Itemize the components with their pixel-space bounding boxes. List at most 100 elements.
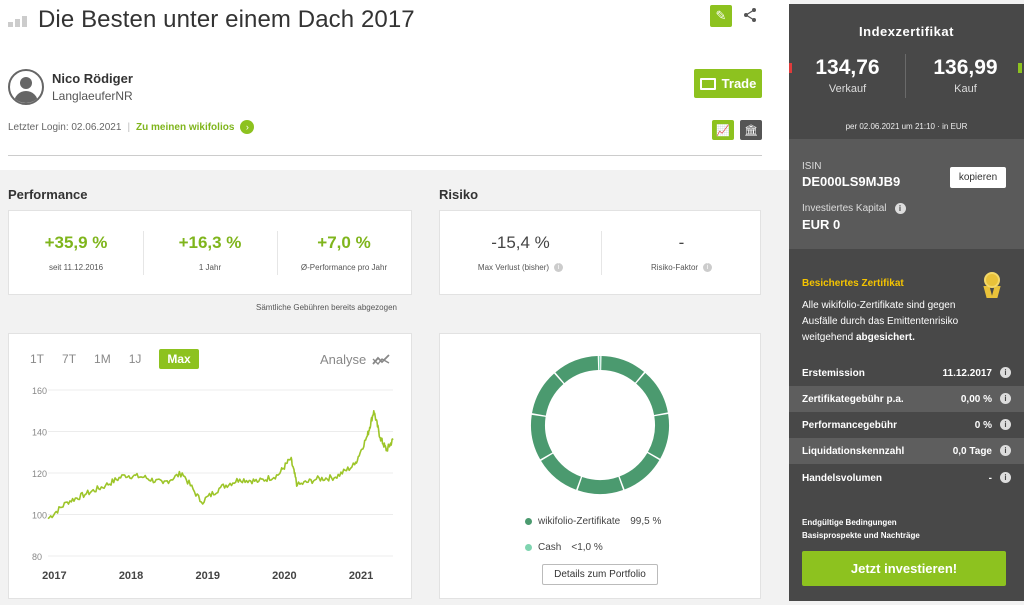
portfolio-details-button[interactable]: Details zum Portfolio bbox=[542, 564, 658, 585]
metric-label: Max Verlust (bisher) bbox=[477, 263, 550, 272]
legend-value: 99,5 % bbox=[630, 516, 662, 527]
fees-note: Sämtliche Gebühren bereits abgezogen bbox=[256, 303, 397, 312]
y-tick-label: 80 bbox=[32, 552, 42, 562]
login-row: Letzter Login: 02.06.2021 | Zu meinen wi… bbox=[8, 120, 255, 134]
pie-slice-wikifolio bbox=[647, 414, 669, 459]
secure-title: Besichertes Zertifikat bbox=[802, 278, 904, 289]
metric-avg-performance: +7,0 % Ø-Performance pro Jahr bbox=[277, 233, 411, 272]
legend-dot bbox=[525, 518, 532, 525]
row-key: Erstemission bbox=[802, 367, 865, 379]
info-icon[interactable]: i bbox=[1000, 445, 1011, 456]
buy-label: Kauf bbox=[954, 83, 977, 95]
row-value: - bbox=[988, 472, 992, 484]
secure-text: Alle wikifolio-Zertifikate sind gegen Au… bbox=[802, 298, 982, 346]
buy-value: 136,99 bbox=[933, 56, 998, 79]
wikifolios-link[interactable]: Zu meinen wikifolios bbox=[136, 121, 235, 133]
certificate-sidebar: Indexzertifikat 134,76 Verkauf 136,99 Ka… bbox=[789, 4, 1024, 601]
row-liquidation: Liquidationskennzahl 0,0 Tage i bbox=[789, 438, 1024, 464]
info-icon[interactable]: i bbox=[554, 263, 564, 272]
arrow-right-icon[interactable]: › bbox=[240, 120, 255, 134]
row-trading-volume: Handelsvolumen - i bbox=[789, 465, 1024, 491]
legend-name: Cash bbox=[538, 542, 562, 553]
x-tick-label: 2017 bbox=[42, 570, 66, 582]
buy-indicator bbox=[1018, 63, 1022, 73]
pie-slice-wikifolio bbox=[541, 453, 582, 490]
legend-name: wikifolio-Zertifikate bbox=[538, 516, 621, 527]
page-title: Die Besten unter einem Dach 2017 bbox=[38, 6, 415, 33]
row-certificate-fee: Zertifikategebühr p.a. 0,00 % i bbox=[789, 386, 1024, 412]
edit-button[interactable]: ✎ bbox=[710, 5, 732, 27]
metric-label: Ø-Performance pro Jahr bbox=[300, 263, 388, 272]
metric-label: seit 11.12.2016 bbox=[48, 263, 104, 272]
pie-slice-wikifolio bbox=[635, 372, 668, 416]
chart-card bbox=[8, 333, 412, 599]
sell-price: 134,76 Verkauf bbox=[789, 56, 906, 95]
row-value: 0,0 Tage bbox=[952, 445, 992, 457]
bank-view-button[interactable]: 🏛 bbox=[740, 120, 762, 140]
sidebar-title: Indexzertifikat bbox=[859, 24, 954, 39]
sell-label: Verkauf bbox=[828, 83, 867, 95]
tab-7t[interactable]: 7T bbox=[62, 352, 77, 366]
bar-chart-icon bbox=[8, 13, 30, 27]
info-icon[interactable]: i bbox=[1000, 472, 1011, 483]
y-tick-label: 100 bbox=[32, 511, 47, 521]
document-links: Endgültige Bedingungen Basisprospekte un… bbox=[802, 516, 920, 542]
metric-label: 1 Jahr bbox=[198, 263, 222, 272]
final-terms-link[interactable]: Endgültige Bedingungen bbox=[802, 518, 897, 527]
tab-1m[interactable]: 1M bbox=[94, 352, 111, 366]
info-icon[interactable]: i bbox=[1000, 419, 1011, 430]
header-area: Die Besten unter einem Dach 2017 ✎ Nico … bbox=[0, 0, 790, 170]
analyse-button[interactable]: Analyse bbox=[320, 352, 390, 367]
y-tick-label: 160 bbox=[32, 386, 47, 396]
secure-text-bold: abgesichert. bbox=[855, 332, 915, 343]
risk-card: -15,4 % Max Verlust (bisher) i - Risiko-F… bbox=[439, 210, 761, 295]
y-tick-label: 120 bbox=[32, 469, 47, 479]
trade-label: Trade bbox=[721, 76, 757, 91]
sell-value: 134,76 bbox=[815, 56, 880, 79]
risk-heading: Risiko bbox=[439, 187, 479, 202]
legend-item-wikifolio: wikifolio-Zertifikate 99,5 % bbox=[525, 516, 661, 527]
invest-button[interactable]: Jetzt investieren! bbox=[802, 551, 1006, 586]
last-login: Letzter Login: 02.06.2021 bbox=[8, 121, 122, 133]
tab-max[interactable]: Max bbox=[159, 349, 199, 369]
user-name[interactable]: Nico Rödiger bbox=[52, 71, 133, 86]
isin-box bbox=[789, 139, 1024, 249]
prospectus-link[interactable]: Basisprospekte und Nachträge bbox=[802, 531, 920, 540]
avatar[interactable] bbox=[8, 69, 44, 105]
time-range-tabs: 1T 7T 1M 1J Max bbox=[30, 349, 217, 369]
series-line bbox=[47, 409, 394, 520]
price-divider bbox=[905, 54, 906, 98]
info-icon[interactable]: i bbox=[703, 263, 713, 272]
row-key: Zertifikategebühr p.a. bbox=[802, 393, 904, 405]
presentation-icon bbox=[699, 77, 716, 90]
metric-1-year: +16,3 % 1 Jahr bbox=[143, 233, 277, 272]
row-erstemission: Erstemission 11.12.2017 i bbox=[789, 360, 1024, 386]
info-icon[interactable]: i bbox=[894, 203, 906, 214]
y-tick-label: 140 bbox=[32, 428, 47, 438]
pie-slice-wikifolio bbox=[600, 356, 645, 383]
info-icon[interactable]: i bbox=[1000, 367, 1011, 378]
tab-1j[interactable]: 1J bbox=[128, 352, 142, 366]
title-row: Die Besten unter einem Dach 2017 bbox=[8, 6, 415, 34]
medal-icon bbox=[982, 270, 1002, 300]
share-icon[interactable] bbox=[743, 7, 759, 23]
metric-label: Risiko-Faktor bbox=[650, 263, 699, 272]
trade-button[interactable]: Trade bbox=[694, 69, 762, 98]
user-nickname: LanglaeuferNR bbox=[52, 89, 133, 103]
performance-card: +35,9 % seit 11.12.2016 +16,3 % 1 Jahr +… bbox=[8, 210, 412, 295]
pencil-icon: ✎ bbox=[715, 8, 727, 23]
row-value: 0,00 % bbox=[960, 393, 992, 405]
tab-1t[interactable]: 1T bbox=[30, 352, 45, 366]
performance-heading: Performance bbox=[8, 187, 88, 202]
isin-label: ISIN bbox=[802, 161, 822, 172]
chart-view-button[interactable]: 📈 bbox=[712, 120, 734, 140]
copy-isin-button[interactable]: kopieren bbox=[950, 167, 1006, 188]
pie-slice-wikifolio bbox=[532, 373, 564, 416]
capital-value: EUR 0 bbox=[802, 217, 841, 232]
pie-slice-wikifolio bbox=[577, 476, 624, 494]
x-tick-label: 2019 bbox=[195, 570, 219, 582]
price-timestamp: per 02.06.2021 um 21:10 · in EUR bbox=[845, 122, 968, 131]
metric-value: - bbox=[678, 233, 685, 252]
info-icon[interactable]: i bbox=[1000, 393, 1011, 404]
x-tick-label: 2018 bbox=[119, 570, 143, 582]
